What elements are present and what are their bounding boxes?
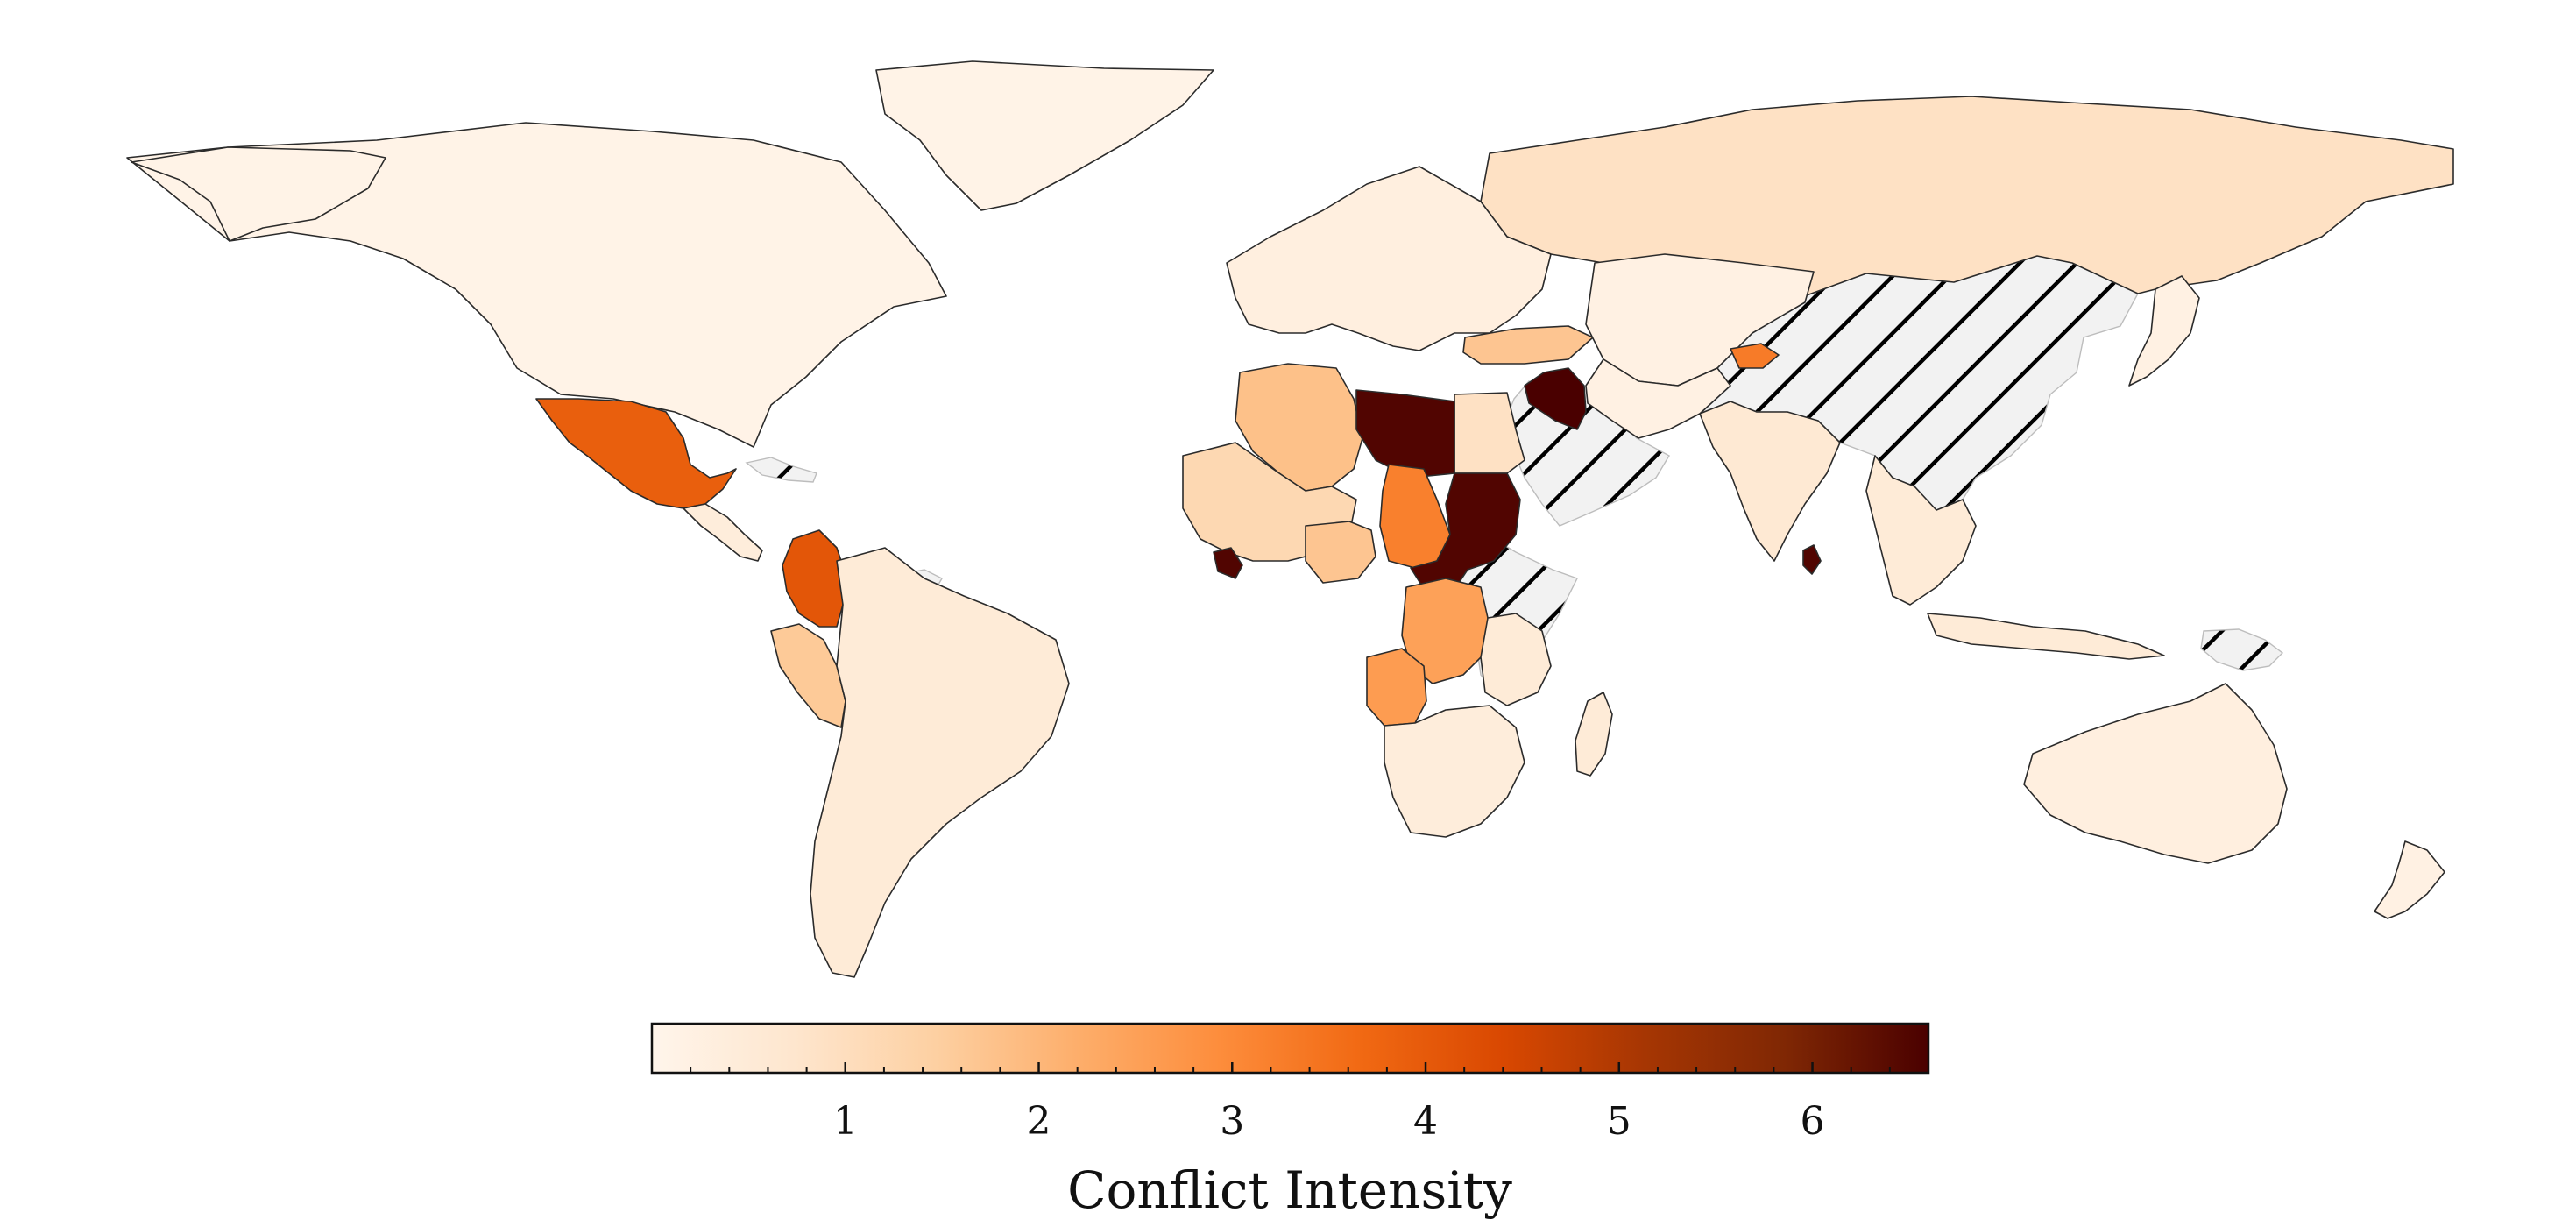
east-africa [1480,613,1552,706]
liberia [1213,547,1243,579]
new-zealand [2374,840,2445,919]
madagascar [1575,692,1613,777]
colorbar-tick-label: 5 [1607,1099,1631,1144]
iran-afghanistan [1585,358,1731,439]
colorbar-tick-label: 2 [1027,1099,1051,1144]
alaska [131,146,386,242]
indonesia [1927,613,2165,660]
colombia [782,529,846,628]
regions-layer [126,60,2454,978]
tajikistan [1730,343,1780,369]
central-america [683,503,763,562]
angola [1366,648,1427,727]
australia [2023,683,2288,864]
libya [1355,389,1455,479]
sri-lanka [1802,544,1822,575]
turkey [1462,325,1594,365]
india [1699,401,1841,562]
colorbar-tick-label: 6 [1801,1099,1825,1144]
greenland [875,60,1214,211]
papua-no-data [2200,628,2284,671]
colorbar-gradient [650,1022,1930,1075]
colorbar-tick-label: 3 [1220,1099,1244,1144]
dr-congo [1401,578,1489,684]
south-america [810,547,1070,978]
colorbar: 1 2 3 4 5 6 Conflict Intensity [650,1022,1930,1220]
iraq [1524,367,1587,430]
colorbar-tick-label: 4 [1413,1099,1438,1144]
colorbar-tick-label: 1 [833,1099,858,1144]
colorbar-title: Conflict Intensity [1067,1160,1512,1220]
caribbean-no-data [745,457,817,483]
chad [1379,464,1451,569]
southern-africa [1384,705,1525,838]
mexico [535,398,737,509]
southeast-asia [1865,455,1977,606]
japan [2128,275,2200,387]
peru [770,623,846,728]
nigeria [1305,521,1376,584]
algeria [1235,363,1363,492]
colorbar-ticks: 1 2 3 4 5 6 [690,1062,1891,1144]
